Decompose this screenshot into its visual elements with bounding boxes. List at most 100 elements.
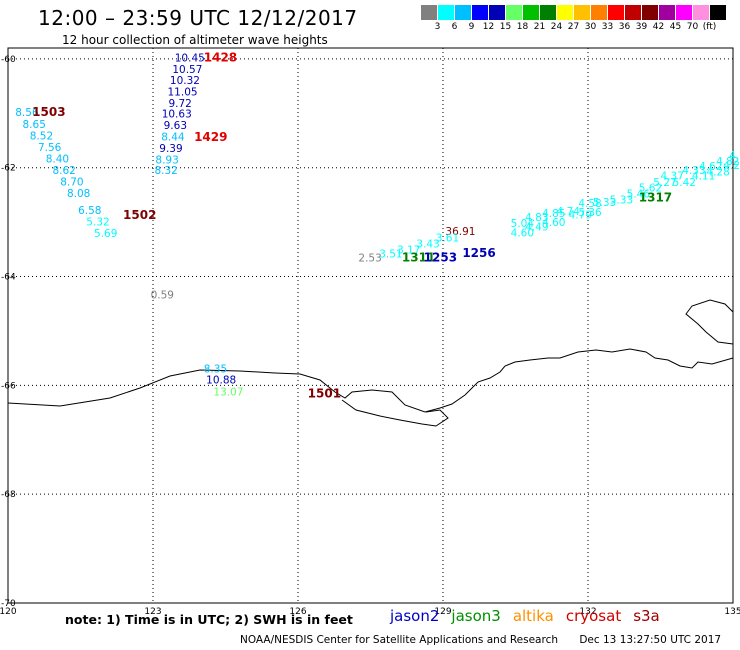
- scale-label: 33: [601, 22, 614, 32]
- swh-observation: 11.05: [168, 86, 198, 98]
- pass-time-label: 1428: [204, 51, 237, 65]
- map-frame: [7, 47, 734, 604]
- scale-swatch: [523, 5, 540, 20]
- swh-observation: 7.56: [38, 142, 62, 154]
- swh-observation: 4.71: [729, 150, 740, 162]
- scale-label: 27: [567, 22, 580, 32]
- scale-label: 45: [669, 22, 682, 32]
- scale-label: 42: [652, 22, 665, 32]
- swh-observation: 9.39: [159, 143, 182, 155]
- scale-swatch: [438, 5, 455, 20]
- scale-label: 70: [686, 22, 699, 32]
- lat-tick-label: -70: [1, 599, 16, 609]
- scale-label: 12: [482, 22, 495, 32]
- scale-swatch: [693, 5, 710, 20]
- pass-time-label: 1256: [462, 246, 495, 260]
- swh-observation: 0.59: [151, 289, 174, 301]
- scale-swatch: [472, 5, 489, 20]
- scale-label: 30: [584, 22, 597, 32]
- pass-time-label: 1503: [32, 105, 65, 119]
- swh-observation: 8.93: [155, 154, 178, 166]
- scale-swatch: [506, 5, 523, 20]
- swh-observation: 8.56: [15, 107, 39, 119]
- scale-swatch: [591, 5, 608, 20]
- scale-label: 15: [499, 22, 512, 32]
- swh-observation: 4.60: [511, 227, 534, 239]
- scale-label: 21: [533, 22, 546, 32]
- coastline-inlet: [341, 399, 449, 427]
- lon-tick-label: 123: [144, 607, 161, 617]
- swh-observation: 8.62: [52, 165, 75, 177]
- swh-observation: 5.62: [639, 183, 662, 195]
- swh-observation: 5.69: [94, 228, 117, 240]
- swh-observation: 4.21: [723, 160, 740, 172]
- scale-label: 9: [468, 22, 475, 32]
- swh-observation: 3.61: [436, 233, 459, 245]
- swh-observation: 8.08: [67, 188, 90, 200]
- swh-observation: 8.40: [46, 153, 69, 165]
- swh-observation: 5.27: [653, 177, 676, 189]
- scale-swatch: [557, 5, 574, 20]
- scale-swatch: [710, 5, 727, 20]
- coastline: [7, 348, 734, 413]
- map-title: 12:00 – 23:59 UTC 12/12/2017: [38, 6, 358, 30]
- scale-label: 39: [635, 22, 648, 32]
- swh-observation: 4.28: [706, 166, 729, 178]
- scale-label: 6: [451, 22, 458, 32]
- swh-observation: 10.32: [170, 75, 200, 87]
- scale-swatch: [489, 5, 506, 20]
- lon-tick-label: 132: [579, 607, 596, 617]
- lon-tick-label: 120: [0, 607, 17, 617]
- swh-observation: 8.70: [60, 177, 83, 189]
- swh-observation: 10.45: [175, 53, 205, 65]
- swh-observation: 6.58: [78, 205, 101, 217]
- scale-label: (ft): [702, 22, 717, 32]
- pass-time-label: 1502: [123, 208, 156, 222]
- swh-observation: 8.44: [161, 132, 185, 144]
- swh-observation: 5.33: [593, 197, 616, 209]
- footer-credit: NOAA/NESDIS Center for Satellite Applica…: [240, 634, 558, 646]
- swh-observation: 10.88: [206, 375, 236, 387]
- legend-cryosat: cryosat: [565, 607, 622, 625]
- swh-observation: 3.17: [397, 245, 420, 257]
- satellite-legend: jason2 jason3 altika cryosat s3a: [390, 607, 672, 625]
- swh-observation: 4.37: [661, 171, 684, 183]
- swh-observation: 8.35: [204, 363, 227, 375]
- swh-observation: 8.32: [154, 165, 177, 177]
- scale-label: 24: [550, 22, 563, 32]
- lat-tick-label: -66: [1, 381, 16, 391]
- legend-altika: altika: [512, 607, 554, 625]
- swh-observation: 3.51: [379, 248, 402, 260]
- scale-label: 18: [516, 22, 529, 32]
- scale-labels: 3 6 9 12 15 18 21 24 27 30 33 36 39 42 45 70 (ft): [421, 22, 727, 32]
- pass-time-label: 1253: [424, 250, 457, 264]
- footer: NOAA/NESDIS Center for Satellite Applica…: [240, 634, 721, 646]
- lon-tick-label: 126: [289, 607, 306, 617]
- swh-observation: 36.91: [445, 226, 475, 238]
- scale-swatch: [608, 5, 625, 20]
- lon-tick-label: 129: [434, 607, 451, 617]
- scale-swatch: [421, 5, 438, 20]
- swh-observation: 2.53: [358, 252, 381, 264]
- swh-observation: 4.82: [716, 156, 739, 168]
- swh-observation: 4.79: [569, 209, 592, 221]
- swh-observation: 3.43: [416, 239, 439, 251]
- color-swatches: [421, 5, 727, 20]
- pass-time-label: 1317: [639, 190, 672, 204]
- swh-observation: 5.04: [511, 218, 535, 230]
- swh-observation: 5.33: [610, 195, 633, 207]
- coastline-east: [685, 299, 734, 345]
- swh-observation: 4.58: [578, 198, 601, 210]
- swh-observation: 10.57: [172, 64, 202, 76]
- swh-observation: 4.83: [525, 212, 548, 224]
- swh-observation: 5.32: [86, 216, 109, 228]
- scale-swatch: [574, 5, 591, 20]
- scale-swatch: [455, 5, 472, 20]
- swh-observation: 4.74: [557, 206, 581, 218]
- swh-observation: 4.60: [542, 217, 565, 229]
- map-note: note: 1) Time is in UTC; 2) SWH is in fe…: [65, 612, 353, 627]
- swh-observation: 4.85: [542, 208, 565, 220]
- scale-label: 36: [618, 22, 631, 32]
- map-subtitle: 12 hour collection of altimeter wave hei…: [62, 33, 328, 47]
